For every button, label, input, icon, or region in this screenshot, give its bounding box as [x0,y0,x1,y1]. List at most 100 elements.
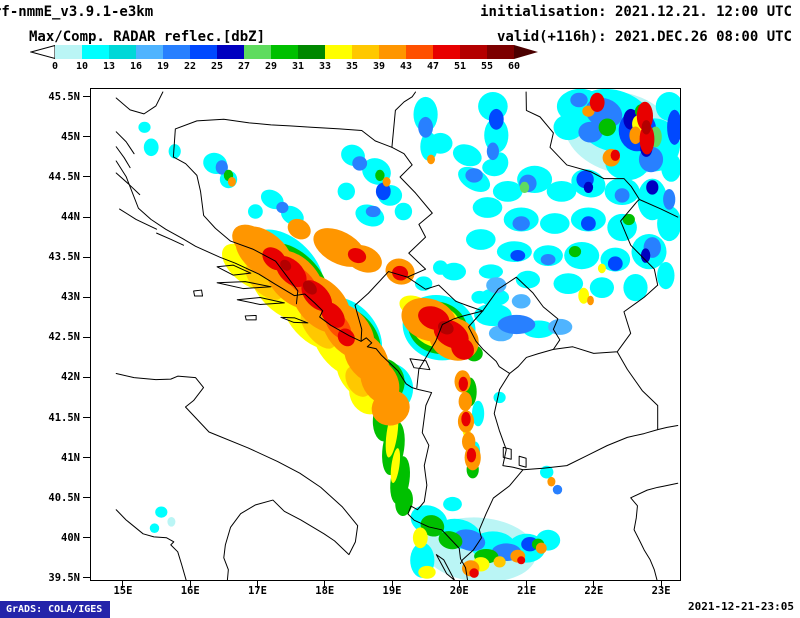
radar-cell [437,320,454,335]
radar-cell [458,376,468,392]
radar-cell [412,527,428,549]
radar-cell [472,400,485,427]
lat-tick-label: 41.5N [48,411,80,424]
radar-cell [597,263,606,274]
init-time-text: initialisation: 2021.12.21. 12:00 UTC [480,4,792,20]
radar-cell [320,301,345,328]
colorbar-cell [271,45,298,59]
lat-tick-label: 45.5N [48,90,80,103]
radar-cell [167,517,176,527]
radar-cell [347,248,367,264]
radar-cell [420,132,438,161]
lat-tick-mark [83,176,90,178]
lon-tick-mark [526,581,528,588]
radar-cell [168,144,181,159]
radar-cell [465,168,483,183]
coastline-italy-adriatic [115,372,359,581]
radar-cell [657,205,681,242]
radar-cell [589,277,614,298]
colorbar-tick-label: 22 [183,61,197,72]
radar-cell [641,120,651,135]
lat-tick-label: 41N [61,451,80,464]
lat-tick-label: 45N [61,130,80,143]
radar-cell [471,290,488,304]
radar-cell [552,484,563,495]
colorbar-tick-label: 25 [210,61,224,72]
lat-tick-label: 42.5N [48,331,80,344]
lon-tick-mark [660,581,662,588]
radar-cell [667,109,681,145]
colorbar-cell [379,45,406,59]
lon-tick-label: 21E [517,585,537,597]
radar-cell [443,496,462,512]
radar-cell [451,337,475,360]
radar-cell [472,197,503,218]
colorbar-cell [136,45,163,59]
lon-tick-label: 15E [113,585,133,597]
colorbar-cell [406,45,433,59]
radar-cell [469,568,479,578]
border-kosovo [468,276,561,374]
lat-tick-mark [83,457,90,459]
lat-tick-mark [83,296,90,298]
radar-cell [578,287,590,304]
islands-adriatic [115,131,309,324]
radar-cell [392,265,409,281]
lat-tick-mark [83,417,90,419]
radar-cell [418,565,436,579]
colorbar-legend: 0 10 13 16 19 22 25 27 29 31 33 35 39 43 47 51 55 60 [29,44,575,79]
radar-cell [427,154,435,165]
coastline-italy-tyrrhenian [115,509,187,581]
radar-cell [248,204,263,219]
lon-tick-mark [256,581,258,588]
colorbar-cell [433,45,460,59]
radar-cell [512,216,530,231]
lon-tick-label: 19E [382,585,402,597]
radar-cell [433,260,448,275]
radar-cell [568,246,582,258]
lat-tick-label: 40N [61,531,80,544]
radar-cell [519,181,530,193]
lat-tick-mark [83,256,90,258]
colorbar-tick-label: 35 [345,61,359,72]
colorbar-tick-label: 43 [399,61,413,72]
radar-cell [466,448,477,463]
radar-cell [663,189,676,210]
colorbar-tick-label: 0 [51,61,59,72]
border-slovenia-croatia [115,91,164,115]
colorbar-tick-label: 60 [507,61,521,72]
radar-cell [280,259,292,271]
radar-cell [458,391,472,412]
radar-cell [564,242,600,270]
radar-cell [486,142,499,161]
colorbar-tick-label: 13 [102,61,116,72]
colorbar-tick-label: 29 [264,61,278,72]
colorbar-tick-label: 16 [129,61,143,72]
radar-cell [375,169,385,181]
radar-cell [614,188,630,203]
radar-cell [418,116,433,138]
lat-tick-label: 42N [61,371,80,384]
colorbar-tick-label: 39 [372,61,386,72]
map-frame [90,88,681,581]
lon-tick-label: 18E [315,585,335,597]
radar-cell [461,411,471,427]
lat-tick-label: 39.5N [48,571,80,584]
lon-tick-mark [593,581,595,588]
border-croatia-serbia [391,91,417,148]
radar-cell [155,506,168,518]
lat-tick-mark [83,497,90,499]
radar-cell [138,121,151,133]
radar-cell [493,556,506,568]
radar-cell [598,118,616,137]
radar-cell [479,288,510,307]
border-serbia-macedonia-bulgaria [552,198,659,431]
lon-tick-label: 20E [449,585,469,597]
radar-cell [394,202,413,221]
lon-tick-mark [189,581,191,588]
lakes-skadar-ohrid-prespa [409,358,527,468]
radar-cell [149,523,160,533]
lat-tick-label: 44N [61,211,80,224]
colorbar-cell [109,45,136,59]
